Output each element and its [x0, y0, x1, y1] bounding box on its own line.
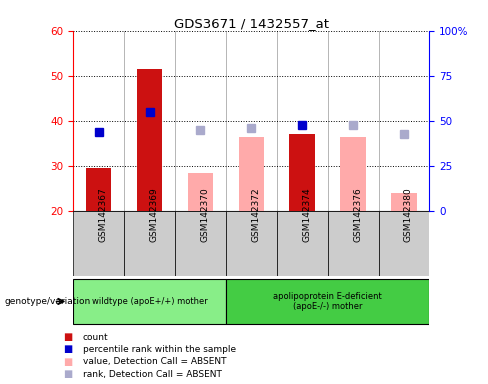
- Bar: [226, 279, 429, 324]
- Text: genotype/variation: genotype/variation: [5, 297, 91, 306]
- Bar: [175, 211, 226, 276]
- Bar: [137, 69, 163, 211]
- Title: GDS3671 / 1432557_at: GDS3671 / 1432557_at: [174, 17, 329, 30]
- Text: value, Detection Call = ABSENT: value, Detection Call = ABSENT: [83, 357, 226, 366]
- Text: GSM142367: GSM142367: [99, 187, 108, 242]
- Bar: [124, 211, 175, 276]
- Text: GSM142372: GSM142372: [251, 187, 260, 242]
- Bar: [239, 137, 264, 211]
- Text: ■: ■: [63, 344, 73, 354]
- Text: GSM142370: GSM142370: [201, 187, 209, 242]
- Text: apolipoprotein E-deficient
(apoE-/-) mother: apolipoprotein E-deficient (apoE-/-) mot…: [273, 292, 382, 311]
- Bar: [379, 211, 429, 276]
- Bar: [188, 173, 213, 211]
- Text: percentile rank within the sample: percentile rank within the sample: [83, 345, 236, 354]
- Text: wildtype (apoE+/+) mother: wildtype (apoE+/+) mother: [92, 297, 207, 306]
- Bar: [73, 279, 226, 324]
- Bar: [391, 193, 417, 211]
- Text: GSM142376: GSM142376: [353, 187, 362, 242]
- Bar: [86, 168, 111, 211]
- Bar: [327, 211, 379, 276]
- Bar: [73, 211, 124, 276]
- Bar: [289, 134, 315, 211]
- Text: GSM142369: GSM142369: [149, 187, 159, 242]
- Text: rank, Detection Call = ABSENT: rank, Detection Call = ABSENT: [83, 369, 222, 379]
- Text: count: count: [83, 333, 109, 342]
- Text: ■: ■: [63, 332, 73, 342]
- Bar: [277, 211, 327, 276]
- Text: GSM142374: GSM142374: [302, 187, 311, 242]
- Text: ■: ■: [63, 369, 73, 379]
- Text: ■: ■: [63, 357, 73, 367]
- Bar: [341, 137, 366, 211]
- Text: GSM142380: GSM142380: [404, 187, 413, 242]
- Bar: [226, 211, 277, 276]
